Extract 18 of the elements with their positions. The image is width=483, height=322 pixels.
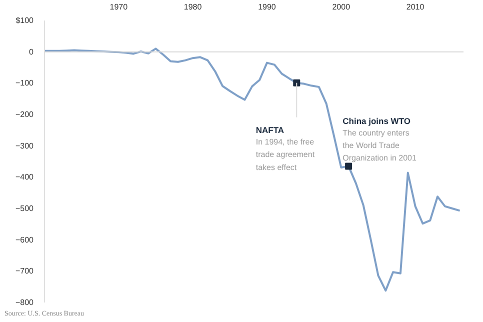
x-tick-label: 1990 — [258, 2, 276, 12]
y-tick-label: $100 — [16, 16, 34, 25]
y-tick-label: −800 — [15, 298, 34, 307]
y-tick-label: 0 — [29, 47, 34, 56]
y-tick-label: −600 — [15, 235, 34, 244]
x-tick-label: 2010 — [406, 2, 425, 12]
annotation: NAFTA In 1994, the free trade agreement takes effect — [256, 125, 316, 172]
y-tick-label: −400 — [15, 172, 34, 182]
y-tick-label: −300 — [15, 141, 34, 150]
y-tick-label: −500 — [15, 204, 34, 213]
annotation: China joins WTO The country enters the World Trade Organization in 2001 — [342, 116, 417, 163]
x-tick-label: 2000 — [332, 2, 351, 12]
y-tick-label: −100 — [15, 78, 34, 88]
line-series — [44, 48, 461, 292]
x-tick-label: 1980 — [184, 2, 202, 12]
x-tick-label: 1970 — [110, 2, 128, 12]
y-tick-label: −700 — [15, 266, 34, 276]
y-tick-label: −200 — [15, 110, 34, 119]
